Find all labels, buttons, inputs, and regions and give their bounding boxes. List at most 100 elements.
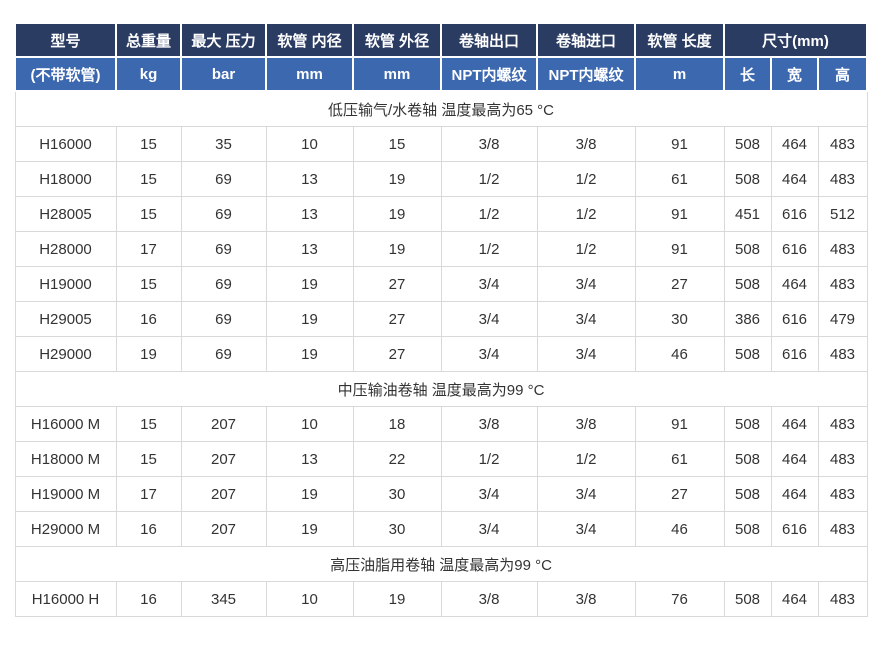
value-cell: 3/8 — [440, 406, 538, 442]
value-cell: 3/4 — [536, 266, 636, 302]
dim-width-header: 宽 — [770, 56, 819, 92]
value-cell: 69 — [180, 301, 267, 337]
value-cell: 3/8 — [440, 581, 538, 617]
value-cell: 18 — [352, 406, 442, 442]
value-cell: 16 — [115, 511, 182, 547]
value-cell: 16 — [115, 301, 182, 337]
value-cell: 483 — [817, 266, 868, 302]
value-cell: 16 — [115, 581, 182, 617]
section-header-row: 高压油脂用卷轴 温度最高为99 °C — [14, 546, 868, 582]
col-header-dimensions: 尺寸(mm) — [722, 22, 869, 58]
value-cell: 207 — [180, 476, 267, 512]
value-cell: 483 — [817, 511, 868, 547]
table-row: H16000 H 16 345 10 19 3/8 3/8 76 508 464 483 — [14, 581, 868, 617]
value-cell: 483 — [817, 406, 868, 442]
value-cell: 508 — [723, 581, 772, 617]
value-cell: 46 — [634, 511, 725, 547]
value-cell: 91 — [634, 231, 725, 267]
value-cell: 1/2 — [536, 441, 636, 477]
value-cell: 27 — [352, 266, 442, 302]
value-cell: 13 — [265, 441, 354, 477]
value-cell: 3/4 — [440, 336, 538, 372]
value-cell: 464 — [770, 581, 819, 617]
value-cell: 30 — [352, 476, 442, 512]
value-cell: 91 — [634, 406, 725, 442]
value-cell: 46 — [634, 336, 725, 372]
value-cell: 13 — [265, 196, 354, 232]
table-row: H18000 15 69 13 19 1/2 1/2 61 508 464 483 — [14, 161, 868, 197]
col-header-hose-inner-diameter: 软管 内径 — [265, 22, 354, 58]
table-row: H19000 15 69 19 27 3/4 3/4 27 508 464 483 — [14, 266, 868, 302]
model-cell: H18000 M — [14, 441, 117, 477]
value-cell: 35 — [180, 126, 267, 162]
value-cell: 27 — [352, 336, 442, 372]
value-cell: 19 — [352, 581, 442, 617]
value-cell: 15 — [115, 161, 182, 197]
table-row: H29000 19 69 19 27 3/4 3/4 46 508 616 483 — [14, 336, 868, 372]
unit-model-note: (不带软管) — [14, 56, 117, 92]
value-cell: 1/2 — [536, 231, 636, 267]
col-header-hose-length: 软管 长度 — [634, 22, 725, 58]
value-cell: 483 — [817, 126, 868, 162]
value-cell: 13 — [265, 231, 354, 267]
value-cell: 15 — [115, 266, 182, 302]
value-cell: 1/2 — [536, 161, 636, 197]
model-cell: H16000 H — [14, 581, 117, 617]
value-cell: 616 — [770, 231, 819, 267]
value-cell: 15 — [115, 196, 182, 232]
value-cell: 15 — [115, 126, 182, 162]
value-cell: 17 — [115, 476, 182, 512]
value-cell: 483 — [817, 476, 868, 512]
value-cell: 508 — [723, 266, 772, 302]
value-cell: 207 — [180, 511, 267, 547]
col-header-weight: 总重量 — [115, 22, 182, 58]
value-cell: 464 — [770, 406, 819, 442]
value-cell: 17 — [115, 231, 182, 267]
model-cell: H28000 — [14, 231, 117, 267]
value-cell: 616 — [770, 301, 819, 337]
table-row: H16000 15 35 10 15 3/8 3/8 91 508 464 483 — [14, 126, 868, 162]
unit-npt-inlet: NPT内螺纹 — [536, 56, 636, 92]
value-cell: 508 — [723, 406, 772, 442]
value-cell: 3/4 — [536, 476, 636, 512]
value-cell: 15 — [115, 406, 182, 442]
col-header-hose-outer-diameter: 软管 外径 — [352, 22, 442, 58]
model-cell: H16000 — [14, 126, 117, 162]
model-cell: H29000 M — [14, 511, 117, 547]
value-cell: 69 — [180, 196, 267, 232]
value-cell: 207 — [180, 441, 267, 477]
value-cell: 3/4 — [536, 301, 636, 337]
section-title: 中压输油卷轴 温度最高为99 °C — [14, 371, 868, 407]
unit-npt-outlet: NPT内螺纹 — [440, 56, 538, 92]
value-cell: 15 — [115, 441, 182, 477]
value-cell: 464 — [770, 161, 819, 197]
value-cell: 19 — [265, 511, 354, 547]
value-cell: 10 — [265, 406, 354, 442]
value-cell: 10 — [265, 126, 354, 162]
value-cell: 19 — [265, 476, 354, 512]
value-cell: 3/4 — [536, 511, 636, 547]
section-title: 低压输气/水卷轴 温度最高为65 °C — [14, 90, 868, 127]
value-cell: 19 — [352, 196, 442, 232]
value-cell: 27 — [634, 266, 725, 302]
value-cell: 451 — [723, 196, 772, 232]
value-cell: 19 — [265, 266, 354, 302]
unit-m: m — [634, 56, 725, 92]
value-cell: 3/8 — [536, 581, 636, 617]
value-cell: 616 — [770, 336, 819, 372]
value-cell: 19 — [265, 301, 354, 337]
value-cell: 30 — [352, 511, 442, 547]
value-cell: 508 — [723, 441, 772, 477]
value-cell: 207 — [180, 406, 267, 442]
model-cell: H19000 M — [14, 476, 117, 512]
value-cell: 91 — [634, 126, 725, 162]
col-header-reel-outlet: 卷轴出口 — [440, 22, 538, 58]
value-cell: 508 — [723, 511, 772, 547]
table-row: H16000 M 15 207 10 18 3/8 3/8 91 508 464 483 — [14, 406, 868, 442]
value-cell: 479 — [817, 301, 868, 337]
table-row: H19000 M 17 207 19 30 3/4 3/4 27 508 464 483 — [14, 476, 868, 512]
value-cell: 616 — [770, 511, 819, 547]
value-cell: 3/8 — [536, 126, 636, 162]
value-cell: 3/4 — [440, 301, 538, 337]
